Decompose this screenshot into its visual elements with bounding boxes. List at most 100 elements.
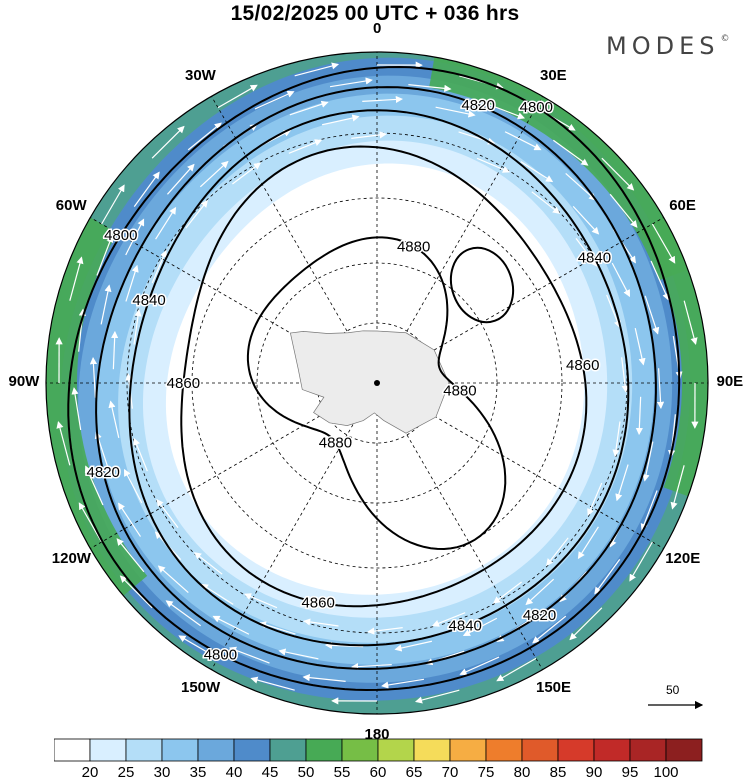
contour-label: 4840	[578, 249, 611, 266]
wind-arrow	[459, 656, 500, 676]
colorbar-swatch	[413, 738, 451, 762]
colorbar-swatch	[269, 738, 307, 762]
brand-name: MODES	[606, 32, 720, 60]
wind-arrow	[56, 420, 71, 466]
wind-arrow	[321, 114, 360, 126]
latitude-circle	[126, 132, 628, 634]
longitude-label: 60W	[55, 196, 87, 214]
wind-arrow	[165, 600, 202, 627]
wind-arrow	[594, 558, 621, 595]
colorbar-tick-label: 25	[117, 764, 135, 781]
wind-arrow	[504, 131, 542, 151]
wind-arrow	[565, 172, 597, 201]
antarctica	[289, 330, 450, 434]
wind-arrow	[525, 578, 555, 606]
wind-arrow	[125, 264, 139, 302]
copyright-mark: ©	[720, 34, 730, 44]
colorbar-tick-label: 40	[225, 764, 243, 781]
height-contour	[67, 65, 681, 692]
wind-arrow	[414, 689, 460, 704]
wind-arrow	[212, 615, 250, 635]
wind-arrow	[258, 621, 296, 635]
contour-label: 4880	[319, 434, 352, 451]
colorbar	[54, 738, 703, 762]
wind-arrow	[552, 139, 589, 166]
wind-arrow	[462, 617, 498, 637]
wind-arrow	[575, 238, 598, 268]
wind-arrow	[492, 581, 522, 604]
wind-arrow	[294, 62, 340, 77]
contour-label: 4860	[167, 375, 200, 392]
wind-vectors	[55, 61, 699, 705]
longitude-label: 120W	[51, 549, 91, 567]
wind-arrow	[615, 464, 629, 502]
wind-arrow	[200, 583, 234, 605]
wind-arrow	[367, 627, 403, 635]
wind-arrow	[118, 502, 141, 537]
colorbar-tick-label: 100	[653, 764, 679, 781]
wind-arrow	[476, 157, 511, 173]
contour-label: 4820	[87, 464, 120, 481]
contour-label: 4880	[443, 382, 476, 399]
wind-arrow	[89, 356, 98, 398]
colorbar-tick-label: 95	[621, 764, 639, 781]
contour-label: 4860	[301, 595, 334, 612]
colorbar-swatch	[485, 738, 523, 762]
jet-core	[46, 217, 148, 596]
wind-arrow	[243, 593, 278, 609]
longitude-label: 90E	[716, 373, 744, 390]
height-contours: 4800 4800 4800 4820 4820 4820 4840 4840 4840 4860…	[67, 65, 681, 692]
longitude-label: 60E	[669, 196, 696, 214]
wind-arrow	[155, 206, 177, 240]
antarctica-landmass	[289, 330, 450, 434]
wind-arrow	[351, 131, 387, 139]
contour-label: 4800	[204, 646, 237, 663]
colorbar-tick-label: 50	[297, 764, 315, 781]
wind-arrow	[496, 657, 537, 682]
wind-arrow	[650, 260, 670, 301]
wind-arrow	[250, 676, 295, 691]
wind-arrow	[629, 541, 653, 582]
map-border	[45, 51, 709, 715]
jet-core	[641, 217, 708, 497]
contour-label: 4800	[520, 99, 553, 116]
colorbar-swatch	[557, 738, 595, 762]
wind-arrow	[151, 249, 167, 284]
wind-arrow	[601, 157, 635, 191]
wind-arrow	[133, 171, 160, 208]
wind-arrow	[670, 465, 685, 510]
wind-arrow	[683, 300, 698, 346]
longitude-label: 150W	[181, 678, 221, 696]
colorbar-tick-label: 35	[189, 764, 207, 781]
wind-arrow	[119, 575, 153, 609]
wind-arrow	[531, 191, 561, 214]
wind-arrow	[78, 502, 103, 543]
height-contour	[180, 145, 588, 608]
wind-arrow	[569, 607, 603, 641]
colorbar-swatch	[521, 738, 559, 762]
wind-arrow	[156, 498, 179, 528]
wind-arrow	[288, 139, 323, 154]
colorbar-swatch	[665, 738, 703, 762]
wind-arrow	[228, 646, 270, 664]
colorbar-tick-label: 90	[585, 764, 603, 781]
map-title: 15/02/2025 00 UTC + 036 hrs	[230, 2, 520, 25]
wind-arrow	[546, 537, 569, 567]
colorbar-swatch	[54, 738, 91, 762]
wind-arrow	[431, 612, 466, 627]
wind-arrow	[587, 482, 603, 517]
wind-arrow	[187, 122, 222, 151]
colorbar-tick-label: 30	[153, 764, 171, 781]
colorbar-swatch	[305, 738, 343, 762]
wind-arrow	[656, 368, 665, 410]
wind-arrow	[642, 441, 654, 482]
wind-arrow	[133, 309, 142, 345]
wind-arrow	[634, 327, 646, 366]
wind-arrow	[572, 205, 600, 235]
colorbar-tick-label: 75	[477, 764, 495, 781]
wind-arrow	[151, 125, 185, 159]
colorbar-tick-label: 45	[261, 764, 279, 781]
colorbar-tick-label: 80	[513, 764, 531, 781]
wind-arrow	[111, 330, 119, 370]
